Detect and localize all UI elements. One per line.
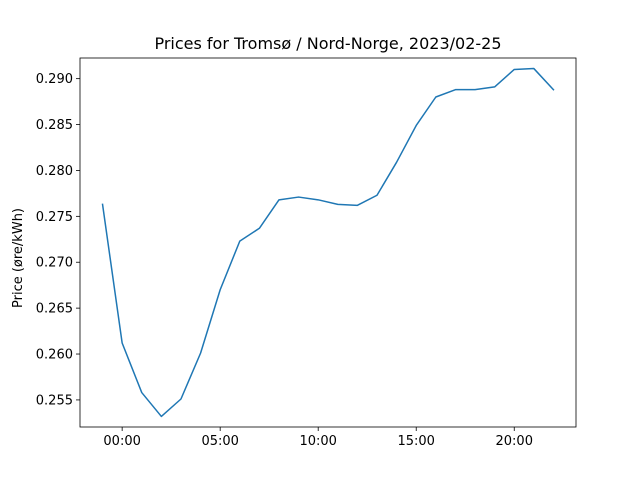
y-tick-label: 0.265 xyxy=(36,302,73,317)
x-tick-label: 10:00 xyxy=(299,434,336,449)
y-axis-label: Price (øre/kWh) xyxy=(11,208,26,308)
y-tick-label: 0.280 xyxy=(36,164,73,179)
x-tick-label: 20:00 xyxy=(496,434,533,449)
x-tick-label: 15:00 xyxy=(397,434,434,449)
x-tick-label: 00:00 xyxy=(103,434,140,449)
y-tick-label: 0.275 xyxy=(36,210,73,225)
price-series-line xyxy=(101,67,555,418)
chart-title: Prices for Tromsø / Nord-Norge, 2023/02-… xyxy=(154,34,501,53)
y-tick-label: 0.290 xyxy=(36,72,73,87)
y-tick-label: 0.285 xyxy=(36,118,73,133)
axes: 00:00 05:00 10:00 15:00 20:00 0.255 0.260 0.265… xyxy=(36,57,577,449)
x-tick-label: 05:00 xyxy=(201,434,238,449)
plot-frame xyxy=(79,57,577,428)
y-tick-label: 0.260 xyxy=(36,348,73,363)
y-tick-label: 0.255 xyxy=(36,393,73,408)
y-tick-label: 0.270 xyxy=(36,256,73,271)
